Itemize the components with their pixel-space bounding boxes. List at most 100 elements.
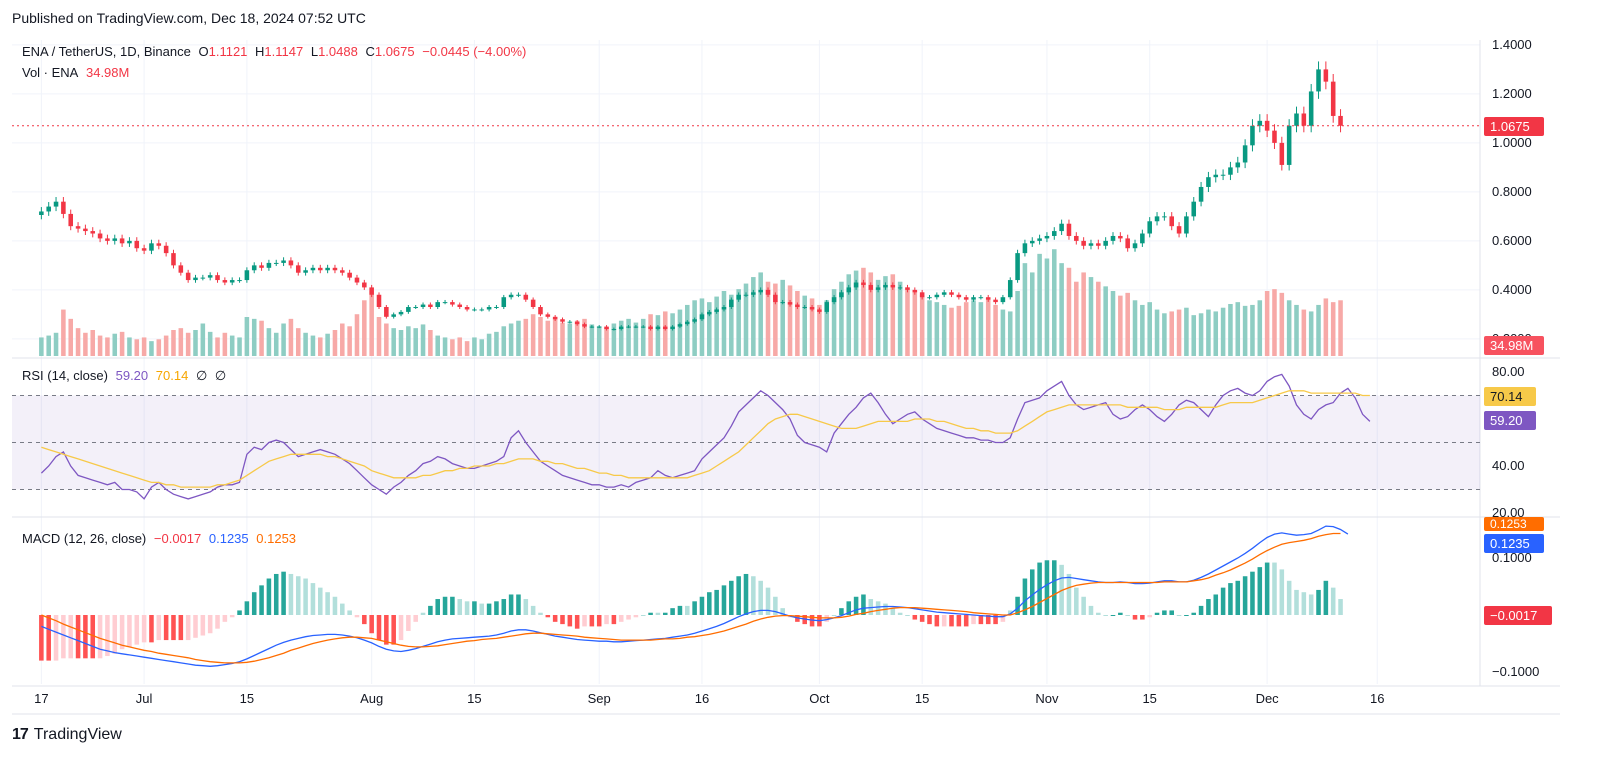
candle-body [985,297,991,300]
macd-histogram-bar [1213,594,1219,615]
candle-body [464,307,470,310]
macd-histogram-bar [46,615,51,661]
volume-bar [178,328,184,356]
macd-histogram-bar [530,605,536,615]
candle-body [1228,167,1233,175]
volume-bar [736,289,741,356]
candle-body [809,307,815,310]
candle-body [1316,69,1321,92]
candle-body [633,326,639,328]
macd-histogram-bar [1316,589,1321,615]
macd-histogram-bar [1074,587,1079,615]
footer-brand-text: TradingView [33,726,122,743]
candle-body [413,307,418,309]
volume-bar [1308,311,1314,356]
volume-bar [626,318,631,356]
volume-bar [105,337,110,356]
volume-bar [611,323,617,356]
macd-histogram-bar [141,615,147,643]
volume-bar [479,339,485,356]
macd-histogram-bar [1022,578,1028,615]
macd-histogram-bar [1096,612,1101,615]
macd-histogram-bar [273,573,279,615]
volume-bar [567,323,573,356]
x-tick-label: Jul [136,691,153,706]
macd-histogram-bar [552,615,558,622]
candle-body [119,238,125,244]
volume-bar [61,309,66,356]
macd-histogram-bar [1081,596,1086,615]
macd-label: MACD (12, 26, close) [22,531,147,546]
candle-body [875,287,881,290]
low-value: 1.0488 [318,44,358,59]
volume-bar [875,279,881,356]
volume-bar [530,314,536,356]
macd-histogram-bar [1294,589,1299,615]
candle-body [1074,235,1079,241]
rsi-pane [12,373,1480,500]
macd-legend: MACD (12, 26, close) −0.0017 0.1235 0.12… [22,531,300,546]
candle-body [611,329,617,331]
candle-body [912,289,918,293]
candle-body [259,265,264,268]
macd-histogram-bar [875,601,881,615]
volume-bar [251,318,257,356]
volume-bar [1022,263,1028,356]
candle-body [1059,223,1064,232]
macd-hist-tag: −0.0017 [1484,606,1552,625]
volume-bars [39,249,1343,356]
candle-body [861,282,866,285]
macd-histogram-bar [736,576,741,615]
macd-histogram-bar [1103,615,1108,616]
volume-bar [207,331,213,356]
macd-histogram-bar [354,615,360,618]
volume-bar [398,330,404,356]
macd-histogram-bar [457,599,463,615]
volume-bar [281,323,286,356]
volume-bar [303,332,308,356]
macd-histogram-bar [464,601,470,615]
macd-histogram-bar [185,615,191,641]
volume-bar [802,295,807,356]
candle-body [1029,240,1035,244]
volume-bar [259,320,264,356]
candle-body [1242,145,1248,163]
candle-body [251,265,257,271]
candle-body [215,275,220,281]
macd-histogram-bar [295,576,301,615]
macd-histogram-bar [523,599,529,615]
macd-histogram-bar [971,615,976,625]
x-tick-label: 15 [915,691,929,706]
macd-histogram-bar [560,615,565,625]
volume-bar [1242,305,1248,356]
close-value: 1.0675 [374,44,415,59]
candle-body [596,326,602,328]
x-tick-label: Nov [1035,691,1059,706]
price-tick-label: 0.6000 [1492,233,1532,248]
footer-brand[interactable]: 17 TradingView [12,726,122,744]
candle-body [883,284,888,288]
macd-histogram-bar [714,589,719,615]
volume-bar [853,270,859,356]
candle-body [354,277,360,283]
candle-body [376,294,382,308]
macd-histogram-bar [618,615,624,622]
candle-body [662,326,668,330]
macd-histogram-bar [53,615,59,661]
rsi-tick-label: 80.00 [1492,364,1525,379]
candle-body [530,299,536,308]
price-legend: ENA / TetherUS, 1D, Binance O1.1121 H1.1… [22,44,530,59]
macd-histogram-bar [215,615,220,629]
candle-body [839,292,844,298]
candle-body [993,299,998,303]
volume-bar [288,318,294,356]
macd-histogram-bar [1147,615,1152,618]
candle-body [817,309,822,312]
volume-bar [743,283,749,356]
macd-line-tag: 0.1235 [1484,534,1544,553]
volume-bar [817,304,822,356]
candle-body [1140,233,1145,244]
candle-body [787,302,793,305]
candle-body [1081,240,1086,246]
